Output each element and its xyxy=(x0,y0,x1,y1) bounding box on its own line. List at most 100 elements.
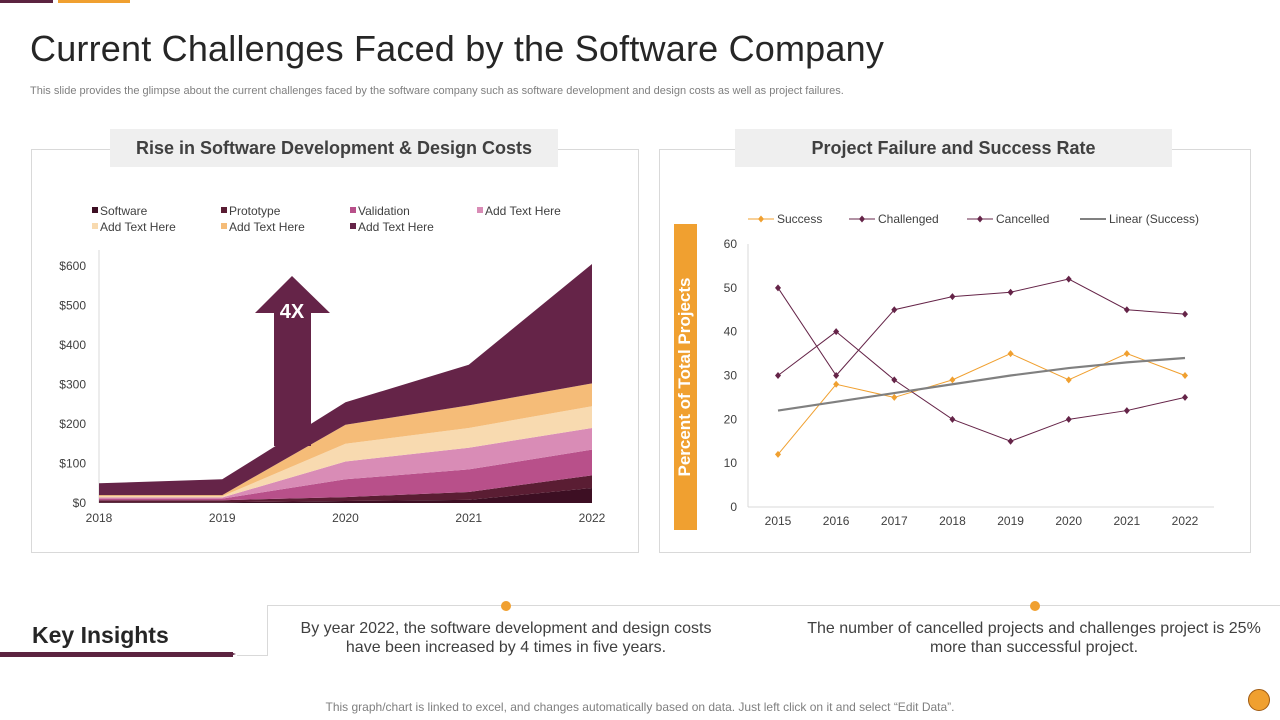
failure-point-marker xyxy=(833,328,840,336)
cost-y-tick-label: $200 xyxy=(59,417,86,431)
failure-y-tick-label: 40 xyxy=(724,325,738,339)
failure-point-marker xyxy=(1065,376,1072,384)
cost-y-tick-label: $500 xyxy=(59,299,86,313)
failure-x-tick-label: 2022 xyxy=(1172,514,1199,528)
cost-legend-label: Add Text Here xyxy=(100,220,176,234)
accent-bar-brand xyxy=(0,0,53,3)
failure-x-tick-label: 2018 xyxy=(939,514,966,528)
cost-x-tick-label: 2020 xyxy=(332,511,359,525)
cost-x-tick-label: 2019 xyxy=(209,511,236,525)
failure-legend-label: Cancelled xyxy=(996,212,1049,226)
failure-line-series-4 xyxy=(777,356,1186,412)
failure-point-marker xyxy=(891,306,898,314)
failure-y-tick-label: 30 xyxy=(724,369,738,383)
cost-legend-label: Software xyxy=(100,204,148,218)
cost-y-tick-label: $0 xyxy=(73,496,87,510)
failure-y-tick-label: 0 xyxy=(730,500,737,514)
failure-x-tick-label: 2020 xyxy=(1055,514,1082,528)
failure-chart-title: Project Failure and Success Rate xyxy=(735,129,1172,167)
failure-x-tick-label: 2021 xyxy=(1114,514,1141,528)
failure-legend-marker xyxy=(977,215,983,223)
failure-point-marker xyxy=(949,415,956,423)
failure-point-marker xyxy=(775,284,781,292)
failure-point-marker xyxy=(1007,437,1014,445)
cost-area-series-6 xyxy=(99,383,592,497)
failure-y-tick-label: 60 xyxy=(724,237,738,251)
cost-legend-label: Add Text Here xyxy=(229,220,305,234)
key-insights-heading: Key Insights xyxy=(32,622,169,648)
cost-x-tick-label: 2022 xyxy=(579,511,606,525)
insight-frame-top xyxy=(267,605,1280,606)
cost-area-series-3 xyxy=(99,449,592,501)
page-subtitle: This slide provides the glimpse about th… xyxy=(30,85,844,97)
insight-marker-2 xyxy=(1030,601,1040,611)
cost-legend-label: Prototype xyxy=(229,204,281,218)
insight-frame-left xyxy=(267,605,268,655)
failure-x-tick-label: 2015 xyxy=(765,514,792,528)
cost-chart-title: Rise in Software Development & Design Co… xyxy=(110,129,558,167)
cost-legend-swatch xyxy=(350,207,356,213)
page-title: Current Challenges Faced by the Software… xyxy=(30,28,885,69)
cost-legend-label: Add Text Here xyxy=(485,204,561,218)
key-insights-underline xyxy=(0,652,233,657)
accent-bar-orange xyxy=(58,0,130,3)
failure-point-marker xyxy=(775,372,781,379)
cost-legend-label: Validation xyxy=(358,204,410,218)
insight-text-2: The number of cancelled projects and cha… xyxy=(807,620,1261,656)
failure-point-marker xyxy=(1123,306,1130,314)
failure-point-marker xyxy=(1182,393,1188,401)
failure-line-series-1 xyxy=(777,353,1186,455)
failure-legend-label: Success xyxy=(777,212,822,226)
cost-area-series-5 xyxy=(99,406,592,498)
failure-chart-panel xyxy=(659,149,1251,553)
failure-x-tick-label: 2017 xyxy=(881,514,908,528)
insight-marker-1 xyxy=(501,601,511,611)
growth-arrow-label: 4X xyxy=(280,301,305,323)
insight-frame-connector xyxy=(237,655,268,656)
failure-point-marker xyxy=(833,372,840,379)
cost-y-tick-label: $400 xyxy=(59,338,86,352)
cost-legend-swatch xyxy=(221,207,227,213)
corner-circle-icon xyxy=(1248,689,1270,711)
footer-note: This graph/chart is linked to excel, and… xyxy=(325,700,955,714)
cost-legend-swatch xyxy=(477,207,483,213)
failure-point-marker xyxy=(949,293,956,301)
cost-area-series-4 xyxy=(99,427,592,499)
insight-text-1: By year 2022, the software development a… xyxy=(300,620,712,656)
cost-area-series-1 xyxy=(99,487,592,503)
failure-point-marker xyxy=(891,376,898,384)
failure-point-marker xyxy=(891,393,898,401)
cost-legend-swatch xyxy=(92,223,98,229)
cost-y-tick-label: $300 xyxy=(59,378,86,392)
growth-arrow-icon xyxy=(255,276,330,446)
cost-legend-swatch xyxy=(350,223,356,229)
cost-x-tick-label: 2018 xyxy=(86,511,113,525)
failure-x-tick-label: 2016 xyxy=(823,514,850,528)
failure-x-tick-label: 2019 xyxy=(997,514,1024,528)
failure-legend-label: Challenged xyxy=(878,212,939,226)
failure-point-marker xyxy=(1065,415,1072,423)
key-insights-underline-tip xyxy=(230,652,236,656)
cost-area-series-2 xyxy=(99,475,592,503)
failure-point-marker xyxy=(1182,310,1188,318)
failure-point-marker xyxy=(1182,372,1188,379)
failure-point-marker xyxy=(949,376,956,384)
cost-y-tick-label: $100 xyxy=(59,457,86,471)
cost-area-series-7 xyxy=(99,264,592,496)
y-axis-label-box xyxy=(674,224,697,530)
cost-y-tick-label: $600 xyxy=(59,259,86,273)
failure-legend-marker xyxy=(758,215,764,223)
failure-line-series-3 xyxy=(777,278,1186,377)
failure-legend-marker xyxy=(859,215,865,223)
failure-point-marker xyxy=(1007,288,1014,296)
failure-point-marker xyxy=(1007,350,1014,358)
failure-y-tick-label: 50 xyxy=(724,281,738,295)
failure-legend-label: Linear (Success) xyxy=(1109,212,1199,226)
cost-legend-label: Add Text Here xyxy=(358,220,434,234)
cost-legend-swatch xyxy=(221,223,227,229)
failure-point-marker xyxy=(775,450,781,458)
failure-y-tick-label: 20 xyxy=(724,412,738,426)
failure-point-marker xyxy=(1123,350,1130,358)
failure-point-marker xyxy=(1065,275,1072,283)
